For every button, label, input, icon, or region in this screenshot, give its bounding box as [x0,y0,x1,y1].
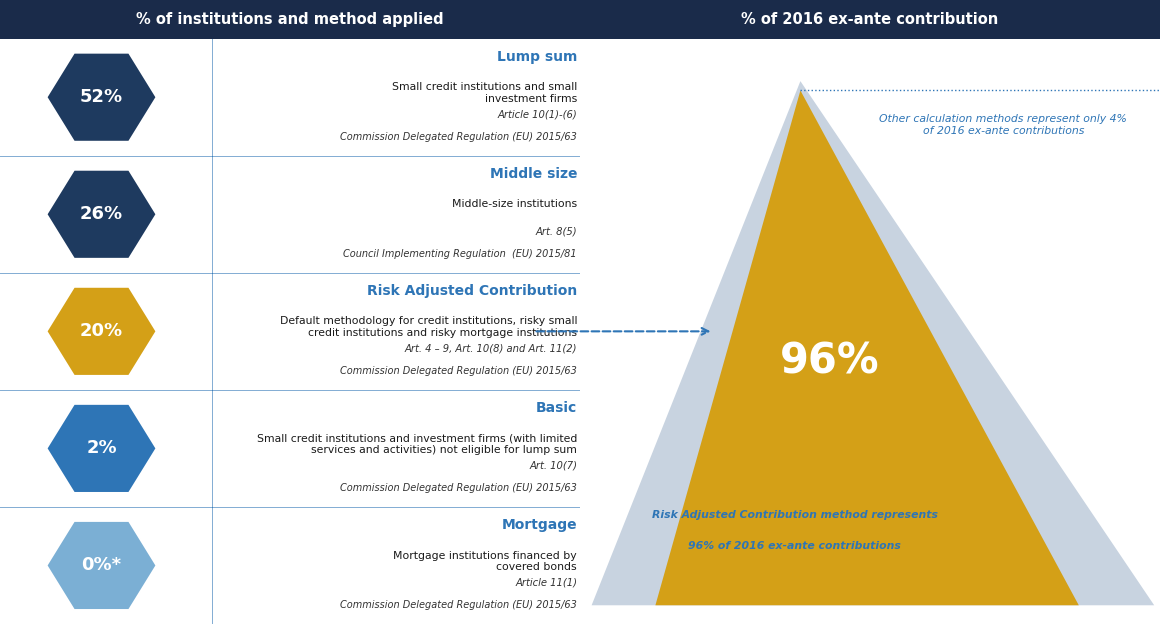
Text: 2%: 2% [86,439,117,457]
Text: % of institutions and method applied: % of institutions and method applied [136,12,444,27]
Text: Commission Delegated Regulation (EU) 2015/63: Commission Delegated Regulation (EU) 201… [340,366,578,376]
Text: Middle-size institutions: Middle-size institutions [452,200,578,210]
Text: Commission Delegated Regulation (EU) 2015/63: Commission Delegated Regulation (EU) 201… [340,483,578,493]
Polygon shape [46,404,157,493]
Text: Council Implementing Regulation  (EU) 2015/81: Council Implementing Regulation (EU) 201… [343,249,578,259]
Text: Risk Adjusted Contribution method represents: Risk Adjusted Contribution method repres… [652,510,937,520]
Text: Mortgage: Mortgage [501,518,578,532]
Text: Art. 10(7): Art. 10(7) [529,461,578,470]
Text: Art. 4 – 9, Art. 10(8) and Art. 11(2): Art. 4 – 9, Art. 10(8) and Art. 11(2) [405,344,578,354]
Polygon shape [46,52,157,142]
Polygon shape [46,170,157,259]
Polygon shape [46,521,157,610]
Text: 96% of 2016 ex-ante contributions: 96% of 2016 ex-ante contributions [688,541,901,551]
Text: 0%*: 0%* [81,557,122,575]
Text: Article 11(1): Article 11(1) [515,578,578,588]
FancyBboxPatch shape [580,0,1160,39]
Polygon shape [655,90,1079,605]
Text: 20%: 20% [80,323,123,340]
Text: % of 2016 ex-ante contribution: % of 2016 ex-ante contribution [741,12,999,27]
Text: Commission Delegated Regulation (EU) 2015/63: Commission Delegated Regulation (EU) 201… [340,600,578,610]
Polygon shape [46,287,157,376]
Text: Other calculation methods represent only 4%
of 2016 ex-ante contributions: Other calculation methods represent only… [879,114,1128,135]
Text: Small credit institutions and investment firms (with limited
services and activi: Small credit institutions and investment… [256,434,578,455]
Text: Default methodology for credit institutions, risky small
credit institutions and: Default methodology for credit instituti… [280,316,578,338]
Text: Mortgage institutions financed by
covered bonds: Mortgage institutions financed by covere… [393,550,578,572]
Text: Risk Adjusted Contribution: Risk Adjusted Contribution [367,284,578,298]
Text: Art. 8(5): Art. 8(5) [536,227,578,236]
Text: 26%: 26% [80,205,123,223]
Text: Commission Delegated Regulation (EU) 2015/63: Commission Delegated Regulation (EU) 201… [340,132,578,142]
Polygon shape [592,81,1154,605]
Text: 96%: 96% [780,341,879,383]
Text: Lump sum: Lump sum [496,50,578,64]
Text: Article 10(1)-(6): Article 10(1)-(6) [498,110,578,120]
FancyBboxPatch shape [0,0,580,39]
Text: Basic: Basic [536,401,578,415]
Text: Small credit institutions and small
investment firms: Small credit institutions and small inve… [392,82,578,104]
Text: Middle size: Middle size [490,167,578,181]
Text: 52%: 52% [80,88,123,106]
